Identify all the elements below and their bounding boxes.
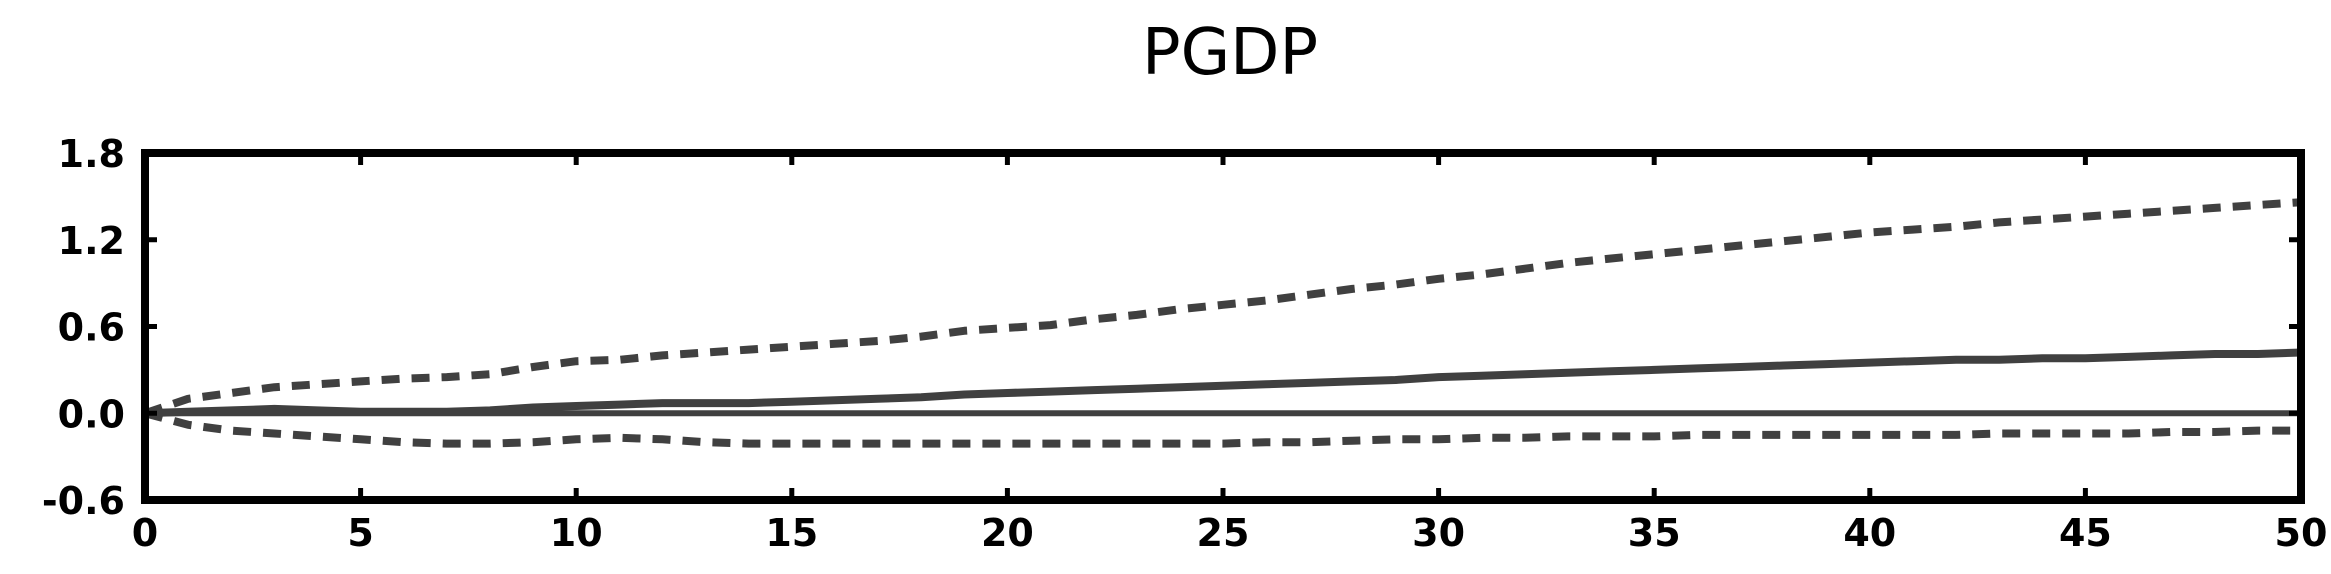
series-line-2 xyxy=(143,409,2301,448)
y-tick-label-1: 0.0 xyxy=(58,392,125,436)
x-tick-label-4: 20 xyxy=(981,511,1034,555)
x-tick-label-8: 40 xyxy=(1843,511,1896,555)
x-tick-label-7: 35 xyxy=(1628,511,1681,555)
series-line-0 xyxy=(144,348,2302,418)
x-tick-label-3: 15 xyxy=(765,511,818,555)
plot-area xyxy=(143,198,2302,448)
x-tick-label-9: 45 xyxy=(2059,511,2112,555)
x-tick-label-10: 50 xyxy=(2275,511,2328,555)
x-tick-label-5: 25 xyxy=(1197,511,1250,555)
axes: 0 5 10 15 20 25 30 35 40 45 50 -0.6 0.0 0.6 1.2 1.8 xyxy=(42,132,2328,555)
x-tick-label-1: 5 xyxy=(347,511,373,555)
y-tick-label-2: 0.6 xyxy=(58,306,125,350)
x-tick-label-0: 0 xyxy=(132,511,158,555)
plot-frame xyxy=(141,149,2305,504)
x-tick-label-2: 10 xyxy=(550,511,603,555)
y-tick-label-4: 1.8 xyxy=(58,132,125,176)
series-line-1 xyxy=(143,198,2302,418)
chart-title: PGDP xyxy=(1142,16,1318,90)
y-tick-label-3: 1.2 xyxy=(58,219,125,263)
y-tick-label-0: -0.6 xyxy=(42,479,125,523)
x-tick-label-6: 30 xyxy=(1412,511,1465,555)
